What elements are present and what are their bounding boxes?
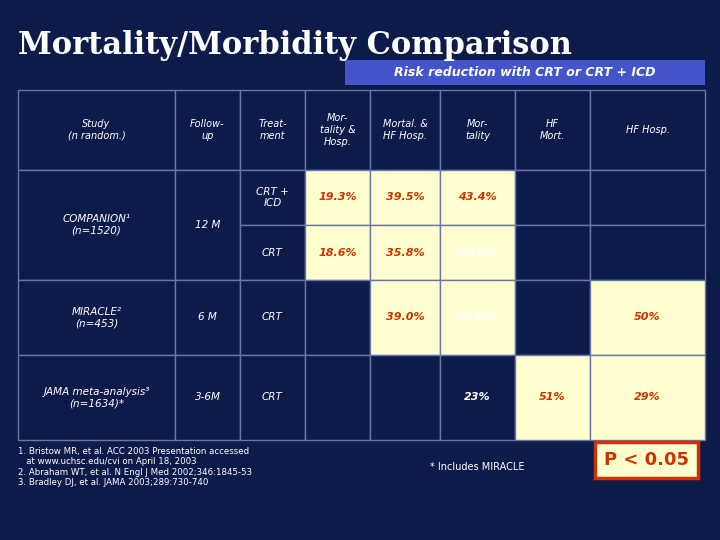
Text: COMPANION¹
(n=1520): COMPANION¹ (n=1520) — [63, 214, 130, 236]
Bar — [515, 225, 590, 280]
Bar — [305, 355, 370, 440]
Bar — [590, 280, 705, 355]
Text: Mor-
tality: Mor- tality — [465, 119, 490, 141]
Bar — [305, 280, 370, 355]
Text: Risk reduction with CRT or CRT + ICD: Risk reduction with CRT or CRT + ICD — [395, 66, 656, 79]
Text: HF
Mort.: HF Mort. — [540, 119, 565, 141]
Text: 50%: 50% — [634, 313, 661, 322]
Bar — [515, 90, 590, 170]
Bar — [18, 90, 175, 170]
Bar — [18, 355, 175, 440]
Text: Mortal. &
HF Hosp.: Mortal. & HF Hosp. — [382, 119, 428, 141]
Text: 43.4%: 43.4% — [458, 192, 497, 202]
Bar — [345, 60, 705, 85]
Text: JAMA meta-analysis³
(n=1634)*: JAMA meta-analysis³ (n=1634)* — [43, 387, 150, 408]
Text: P < 0.05: P < 0.05 — [604, 451, 689, 469]
Bar — [440, 170, 515, 225]
Text: Study
(n random.): Study (n random.) — [68, 119, 125, 141]
Text: 1. Bristow MR, et al. ACC 2003 Presentation accessed
   at www.uchsc.edu/cvi on : 1. Bristow MR, et al. ACC 2003 Presentat… — [18, 447, 252, 487]
Text: Mor-
tality &
Hosp.: Mor- tality & Hosp. — [320, 113, 356, 146]
Bar — [240, 355, 305, 440]
Text: 6 M: 6 M — [198, 313, 217, 322]
Text: 27.0%: 27.0% — [458, 313, 497, 322]
Text: 39.5%: 39.5% — [386, 192, 424, 202]
Text: CRT: CRT — [262, 393, 283, 402]
Bar — [370, 280, 440, 355]
Text: CRT: CRT — [262, 247, 283, 258]
Text: 39.0%: 39.0% — [386, 313, 424, 322]
Text: 12 M: 12 M — [194, 220, 220, 230]
Bar — [305, 225, 370, 280]
Bar — [590, 170, 705, 225]
Bar — [240, 280, 305, 355]
Bar — [515, 280, 590, 355]
Text: 18.6%: 18.6% — [318, 247, 357, 258]
Text: MIRACLE²
(n=453): MIRACLE² (n=453) — [71, 307, 122, 328]
Bar — [440, 355, 515, 440]
Bar — [515, 170, 590, 225]
Bar — [305, 90, 370, 170]
Bar — [240, 90, 305, 170]
Text: 29%: 29% — [634, 393, 661, 402]
Bar — [240, 225, 305, 280]
Bar — [590, 355, 705, 440]
Bar — [305, 170, 370, 225]
Bar — [515, 355, 590, 440]
Text: 23.9%: 23.9% — [458, 247, 497, 258]
Text: CRT: CRT — [262, 313, 283, 322]
Bar — [370, 355, 440, 440]
Text: * Includes MIRACLE: * Includes MIRACLE — [430, 462, 524, 472]
Bar — [18, 170, 175, 280]
Text: 51%: 51% — [539, 393, 566, 402]
Bar — [370, 90, 440, 170]
Bar — [175, 355, 240, 440]
Bar — [370, 225, 440, 280]
Text: Follow-
up: Follow- up — [190, 119, 225, 141]
Text: 3-6M: 3-6M — [194, 393, 220, 402]
Bar — [240, 170, 305, 225]
Bar — [440, 280, 515, 355]
Bar — [595, 442, 698, 478]
Text: 19.3%: 19.3% — [318, 192, 357, 202]
Bar — [590, 225, 705, 280]
Bar — [18, 280, 175, 355]
Bar — [370, 170, 440, 225]
Text: 23%: 23% — [464, 393, 491, 402]
Bar — [175, 280, 240, 355]
Text: Mortality/Morbidity Comparison: Mortality/Morbidity Comparison — [18, 30, 572, 61]
Bar — [440, 225, 515, 280]
Bar — [175, 90, 240, 170]
Bar — [440, 90, 515, 170]
Text: HF Hosp.: HF Hosp. — [626, 125, 670, 135]
Bar — [175, 170, 240, 280]
Bar — [590, 90, 705, 170]
Text: Treat-
ment: Treat- ment — [258, 119, 287, 141]
Text: 35.8%: 35.8% — [386, 247, 424, 258]
Text: CRT +
ICD: CRT + ICD — [256, 187, 289, 208]
